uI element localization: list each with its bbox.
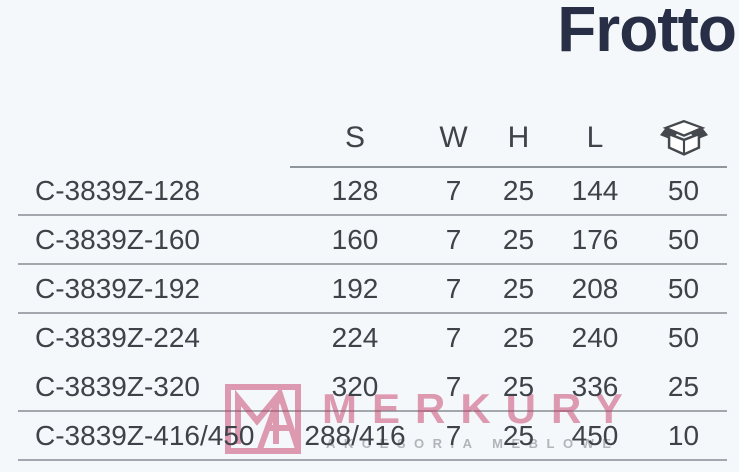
- value-l: 144: [571, 175, 619, 206]
- product-code: C-3839Z-416/450: [35, 420, 255, 451]
- table-row: C-3839Z-320 320 7 25 336 25: [18, 363, 727, 412]
- value-l: 240: [571, 322, 619, 353]
- table-row: C-3839Z-128 128 7 25 144 50: [18, 167, 727, 216]
- value-qty: 50: [667, 224, 700, 255]
- table-row: C-3839Z-192 192 7 25 208 50: [18, 265, 727, 314]
- product-code: C-3839Z-192: [35, 273, 200, 304]
- col-header-h: H: [487, 109, 550, 168]
- value-qty: 50: [667, 175, 700, 206]
- page-title: Frotto: [557, 0, 737, 65]
- value-s: 160: [331, 224, 379, 255]
- value-h: 25: [502, 175, 535, 206]
- value-s: 288/416: [304, 420, 406, 451]
- value-s: 224: [331, 322, 379, 353]
- product-code: C-3839Z-224: [35, 322, 200, 353]
- product-code: C-3839Z-320: [35, 371, 200, 402]
- value-l: 176: [571, 224, 619, 255]
- value-h: 25: [502, 224, 535, 255]
- value-w: 7: [445, 420, 462, 451]
- table-row: C-3839Z-416/450 288/416 7 25 450 10: [18, 412, 727, 461]
- value-qty: 10: [667, 420, 700, 451]
- value-h: 25: [502, 420, 535, 451]
- col-header-w: W: [420, 109, 487, 168]
- table-header-row: S W H L: [18, 109, 727, 168]
- value-qty: 50: [667, 273, 700, 304]
- value-w: 7: [445, 322, 462, 353]
- value-qty: 50: [667, 322, 700, 353]
- value-s: 192: [331, 273, 379, 304]
- table-row: C-3839Z-224 224 7 25 240 50: [18, 314, 727, 363]
- value-s: 320: [331, 371, 379, 402]
- spec-table: S W H L C-3839Z-128 128 7 25 144: [18, 110, 727, 461]
- value-w: 7: [445, 371, 462, 402]
- product-code: C-3839Z-128: [35, 175, 200, 206]
- value-h: 25: [502, 322, 535, 353]
- value-h: 25: [502, 371, 535, 402]
- col-header-s: S: [290, 109, 420, 168]
- value-l: 336: [571, 371, 619, 402]
- table-row: C-3839Z-160 160 7 25 176 50: [18, 216, 727, 265]
- open-box-icon: [659, 119, 708, 156]
- value-s: 128: [331, 175, 379, 206]
- product-code: C-3839Z-160: [35, 224, 200, 255]
- value-l: 208: [571, 273, 619, 304]
- col-header-qty: [640, 109, 727, 168]
- value-l: 450: [571, 420, 619, 451]
- value-qty: 25: [667, 371, 700, 402]
- col-header-l: L: [550, 109, 640, 168]
- header-cell-empty: [18, 110, 290, 167]
- value-w: 7: [445, 273, 462, 304]
- value-w: 7: [445, 175, 462, 206]
- value-h: 25: [502, 273, 535, 304]
- value-w: 7: [445, 224, 462, 255]
